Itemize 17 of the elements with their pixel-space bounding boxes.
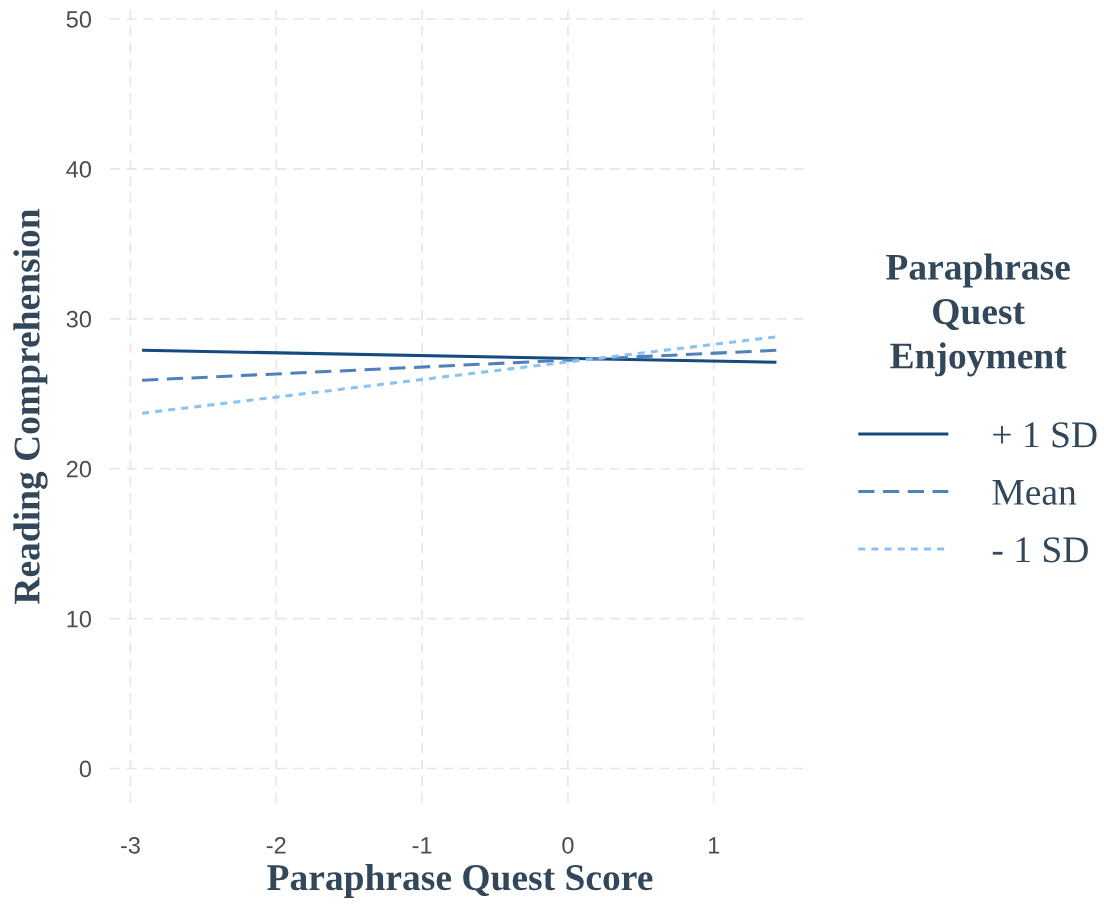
y-tick-label: 40 (66, 160, 92, 178)
x-tick-label: -3 (120, 836, 140, 854)
x-axis-title: Paraphrase Quest Score (267, 863, 653, 898)
x-tick-label: -1 (412, 837, 432, 854)
y-tick-label: 30 (66, 310, 92, 328)
x-tick-label: -2 (266, 836, 286, 854)
y-tick-label: 20 (66, 460, 92, 478)
legend-label: + 1 SD (993, 422, 1097, 448)
x-tick-label: 0 (562, 836, 574, 854)
legend-title: Paraphrase Quest Enjoyment (886, 253, 1070, 377)
legend-label: - 1 SD (992, 537, 1088, 563)
y-tick-label: 10 (67, 610, 92, 628)
legend-label: Mean (992, 480, 1077, 505)
y-tick-label: 50 (66, 11, 92, 28)
y-axis-title: Reading Comprehension (13, 208, 48, 604)
y-tick-label: 0 (79, 760, 92, 778)
x-tick-label: 1 (708, 837, 720, 854)
